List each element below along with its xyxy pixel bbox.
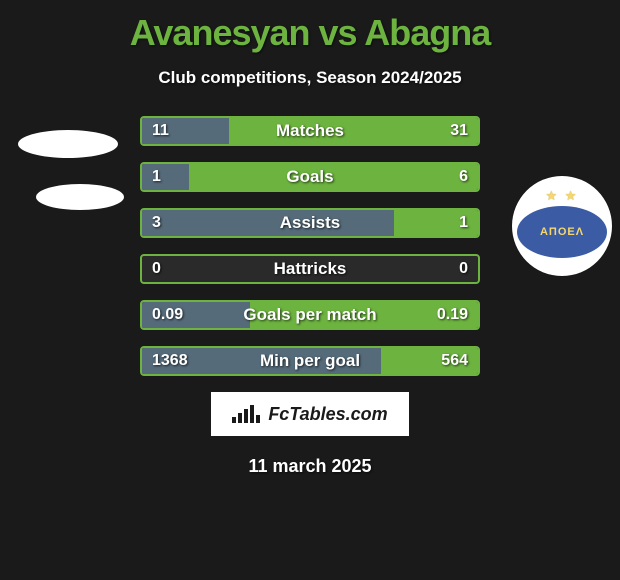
comparison-chart: ★ ★ ΑΠΟΕΛ 11Matches311Goals63Assists10Ha…	[0, 116, 620, 376]
bar-icon	[244, 409, 248, 423]
date-text: 11 march 2025	[0, 456, 620, 477]
stat-label: Matches	[142, 118, 478, 144]
ellipse-icon	[18, 130, 118, 158]
stat-row: 1368Min per goal564	[140, 346, 480, 376]
stat-row: 3Assists1	[140, 208, 480, 238]
stat-row: 0.09Goals per match0.19	[140, 300, 480, 330]
ellipse-icon	[36, 184, 124, 210]
stat-label: Assists	[142, 210, 478, 236]
stat-label: Goals	[142, 164, 478, 190]
stat-value-right: 31	[450, 118, 468, 144]
badge-inner: ΑΠΟΕΛ	[517, 206, 607, 258]
bar-icon	[238, 413, 242, 423]
bar-icon	[232, 417, 236, 423]
stat-row: 0Hattricks0	[140, 254, 480, 284]
stat-value-right: 0	[459, 256, 468, 282]
stat-row: 1Goals6	[140, 162, 480, 192]
bars-icon	[232, 405, 260, 423]
stat-value-right: 0.19	[437, 302, 468, 328]
badge-stars: ★ ★	[512, 188, 612, 204]
bar-icon	[250, 405, 254, 423]
stat-label: Min per goal	[142, 348, 478, 374]
footer-brand-text: FcTables.com	[268, 404, 387, 425]
left-team-logo	[8, 118, 108, 218]
page-title: Avanesyan vs Abagna	[0, 0, 620, 54]
apoel-badge-icon: ★ ★ ΑΠΟΕΛ	[512, 176, 612, 276]
stat-label: Goals per match	[142, 302, 478, 328]
right-team-logo: ★ ★ ΑΠΟΕΛ	[512, 176, 612, 276]
stat-rows-container: 11Matches311Goals63Assists10Hattricks00.…	[140, 116, 480, 376]
bar-icon	[256, 415, 260, 423]
footer-brand: FcTables.com	[211, 392, 409, 436]
page-subtitle: Club competitions, Season 2024/2025	[0, 68, 620, 88]
stat-row: 11Matches31	[140, 116, 480, 146]
stat-value-right: 564	[441, 348, 468, 374]
stat-value-right: 1	[459, 210, 468, 236]
stat-label: Hattricks	[142, 256, 478, 282]
badge-text: ΑΠΟΕΛ	[540, 226, 584, 238]
stat-value-right: 6	[459, 164, 468, 190]
